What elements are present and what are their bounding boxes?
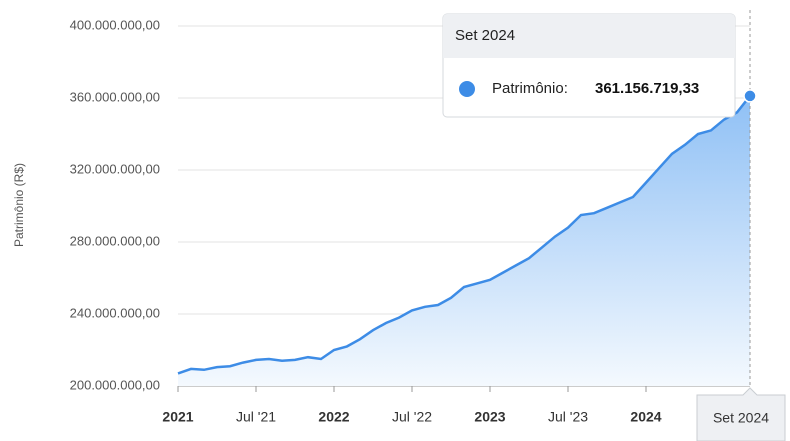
y-tick-label: 320.000.000,00 [70, 161, 160, 176]
y-tick-label: 360.000.000,00 [70, 89, 160, 104]
x-highlight-label: Set 2024 [713, 410, 769, 426]
y-tick-label: 200.000.000,00 [70, 377, 160, 392]
tooltip-title: Set 2024 [455, 27, 515, 44]
x-tick-label: Jul '22 [392, 409, 432, 425]
y-axis-label: Patrimônio (R$) [12, 163, 26, 247]
tooltip-swatch [459, 81, 475, 97]
tooltip-value: 361.156.719,33 [595, 80, 699, 97]
line [177, 95, 751, 375]
x-tick-label: Jul '21 [236, 409, 276, 425]
x-tick-label: 2021 [162, 409, 193, 425]
tooltip-header [443, 14, 735, 58]
x-tick-label: 2022 [318, 409, 349, 425]
x-tick-label: 2023 [474, 409, 505, 425]
area [178, 95, 750, 386]
y-tick-label: 280.000.000,00 [70, 233, 160, 248]
x-highlight-box [696, 387, 786, 441]
tooltip-label: Patrimônio: [492, 80, 568, 97]
x-tick-label: 2024 [630, 409, 661, 425]
y-tick-label: 240.000.000,00 [70, 305, 160, 320]
y-tick-label: 400.000.000,00 [70, 17, 160, 32]
highlight-point [743, 89, 757, 103]
tooltip: Set 2024 Patrimônio: 361.156.719,33 [442, 13, 736, 118]
x-tick-label: Jul '23 [548, 409, 588, 425]
